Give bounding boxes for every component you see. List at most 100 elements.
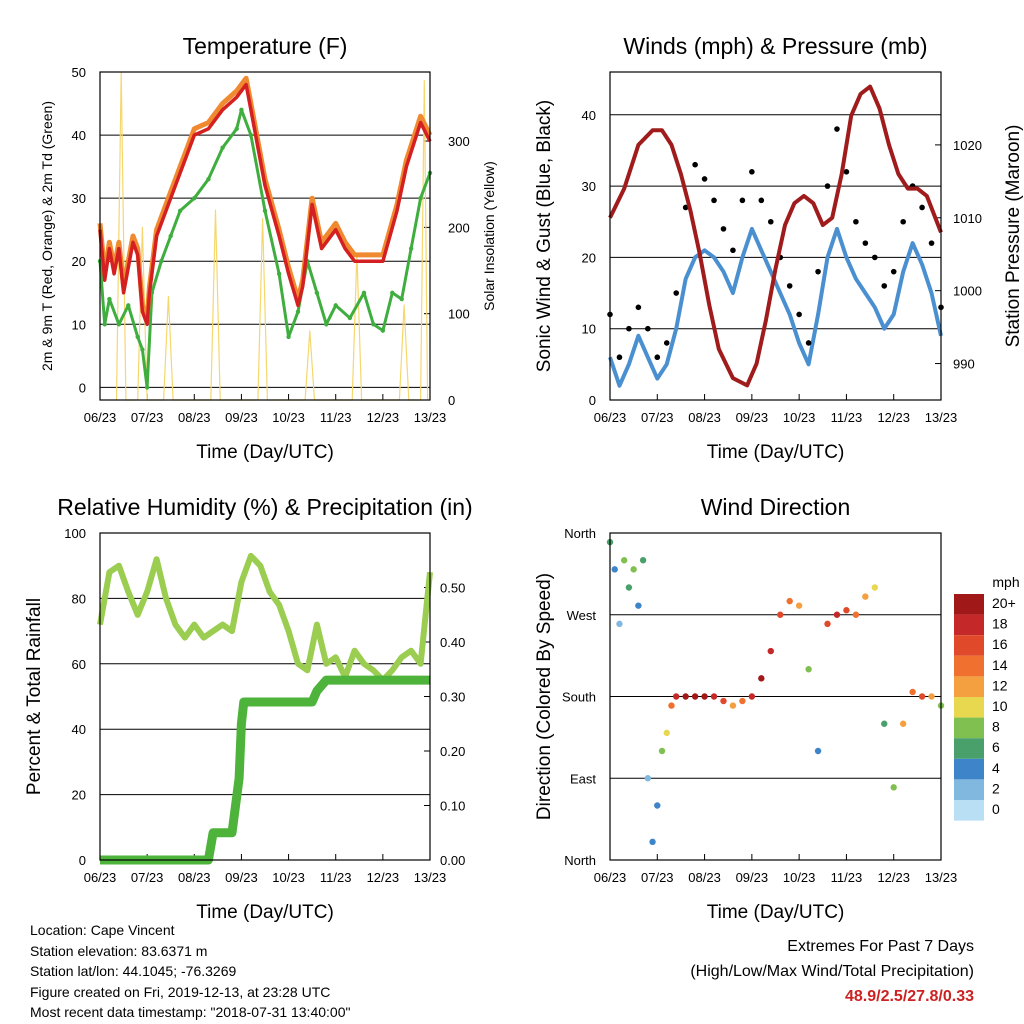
dewpoint-point: [234, 126, 239, 131]
direction-point: [644, 775, 652, 782]
y-tick-label: North: [564, 853, 596, 868]
y2-tick-label: 0: [448, 393, 455, 408]
x-tick-label: 13/23: [414, 410, 447, 425]
colorbar-swatch: [954, 655, 984, 677]
y-tick-label: 20: [72, 254, 86, 269]
x-tick-label: 06/23: [84, 870, 117, 885]
y-tick-label: 0: [589, 393, 596, 408]
y2-axis-label: Solar Insolation (Yellow): [481, 161, 497, 311]
gust-point: [824, 183, 831, 189]
speed-colorbar: mph 20+ 18 16 14 12 10 8 6 4 2 0: [954, 574, 1020, 821]
direction-point: [777, 611, 784, 618]
direction-point: [758, 675, 765, 682]
colorbar-swatch: [954, 779, 984, 800]
x-tick-label: 13/23: [414, 870, 447, 885]
colorbar-label: 16: [992, 636, 1008, 652]
y-tick-label: 40: [72, 128, 86, 143]
dewpoint-point: [140, 347, 145, 352]
plot-frame: [99, 532, 431, 861]
direction-point: [729, 702, 737, 709]
direction-point: [843, 607, 850, 614]
y-tick-label: 0: [79, 380, 86, 395]
dewpoint-point: [333, 303, 338, 308]
colorbar-swatch: [954, 758, 984, 780]
gust-point: [616, 354, 623, 361]
direction-point: [673, 693, 680, 700]
panel-0: Temperature (F) Time (Day/UTC) 2m & 9m T (…: [39, 33, 497, 463]
x-tick-label: 13/23: [925, 870, 958, 885]
x-axis-label: Time (Day/UTC): [196, 442, 334, 463]
y2-tick-label: 200: [448, 220, 470, 235]
dewpoint-point: [347, 315, 353, 321]
x-tick-label: 09/23: [736, 410, 769, 425]
gust-point: [711, 197, 717, 204]
direction-point: [852, 611, 860, 618]
colorbar-swatch: [954, 697, 984, 718]
direction-point: [909, 688, 916, 696]
y-tick-label: 40: [582, 108, 596, 123]
colorbar-label: 18: [992, 616, 1008, 632]
panel-3: Wind Direction Time (Day/UTC) Direction (C…: [534, 494, 957, 923]
dewpoint-point: [107, 296, 112, 302]
direction-point: [630, 566, 637, 573]
x-tick-label: 10/23: [783, 410, 816, 425]
colorbar-swatch: [954, 800, 984, 821]
colorbar-label: 8: [992, 719, 1000, 735]
elevation-text: Station elevation: 83.6371 m: [30, 942, 208, 959]
direction-point: [805, 666, 812, 673]
y-tick-label: East: [570, 771, 596, 786]
gust-point: [663, 340, 670, 346]
y-tick-label: 20: [72, 788, 86, 803]
x-tick-label: 12/23: [877, 410, 910, 425]
y-tick-label: 60: [72, 657, 86, 672]
recent-timestamp-text: Most recent data timestamp: "2018-07-31 …: [30, 1004, 351, 1020]
x-tick-label: 06/23: [84, 410, 117, 425]
direction-point: [881, 720, 888, 727]
y-axis-label: Percent & Total Rainfall: [24, 598, 45, 795]
y-tick-label: 30: [582, 179, 596, 194]
dewpoint-point: [116, 322, 122, 327]
colorbar-label: 14: [992, 657, 1008, 673]
y-axis-label: 2m & 9m T (Red, Orange) & 2m Td (Green): [39, 101, 55, 371]
x-tick-label: 12/23: [877, 870, 910, 885]
direction-point: [833, 611, 841, 618]
direction-point: [871, 584, 878, 591]
x-tick-label: 07/23: [131, 410, 164, 425]
gust-point: [919, 204, 925, 211]
x-tick-label: 08/23: [688, 870, 721, 885]
dewpoint-point: [126, 303, 131, 308]
x-tick-label: 07/23: [641, 870, 674, 885]
panel-1: Winds (mph) & Pressure (mb) Time (Day/UTC…: [534, 33, 1024, 463]
x-tick-label: 07/23: [641, 410, 674, 425]
temp-2m-line: [98, 82, 432, 327]
dewpoint-point: [276, 271, 282, 277]
x-tick-label: 12/23: [367, 410, 400, 425]
gust-point: [749, 169, 755, 175]
y-tick-label: North: [564, 526, 596, 541]
dewpoint-point: [239, 107, 244, 113]
x-tick-label: 06/23: [594, 410, 627, 425]
direction-point: [616, 620, 623, 628]
direction-point: [635, 602, 642, 609]
direction-point: [654, 802, 661, 809]
dewpoint-point: [380, 328, 386, 333]
gust-point: [720, 226, 727, 232]
gust-point: [872, 254, 878, 261]
direction-point: [824, 620, 831, 628]
dewpoint-point: [135, 334, 140, 340]
dewpoint-point: [177, 208, 183, 213]
gust-point: [881, 283, 888, 289]
created-text: Figure created on Fri, 2019-12-13, at 23…: [30, 983, 331, 1000]
x-tick-label: 11/23: [831, 870, 863, 885]
y-axis-label: Sonic Wind & Gust (Blue, Black): [534, 100, 555, 372]
gust-point: [786, 283, 793, 289]
precipitation-line: [100, 675, 430, 865]
x-tick-label: 10/23: [272, 870, 305, 885]
dewpoint-point: [399, 296, 404, 302]
gust-point: [890, 268, 897, 275]
dewpoint-point: [314, 290, 320, 295]
dewpoint-point: [295, 309, 301, 314]
x-tick-label: 13/23: [925, 410, 958, 425]
y2-tick-label: 1000: [953, 284, 982, 299]
